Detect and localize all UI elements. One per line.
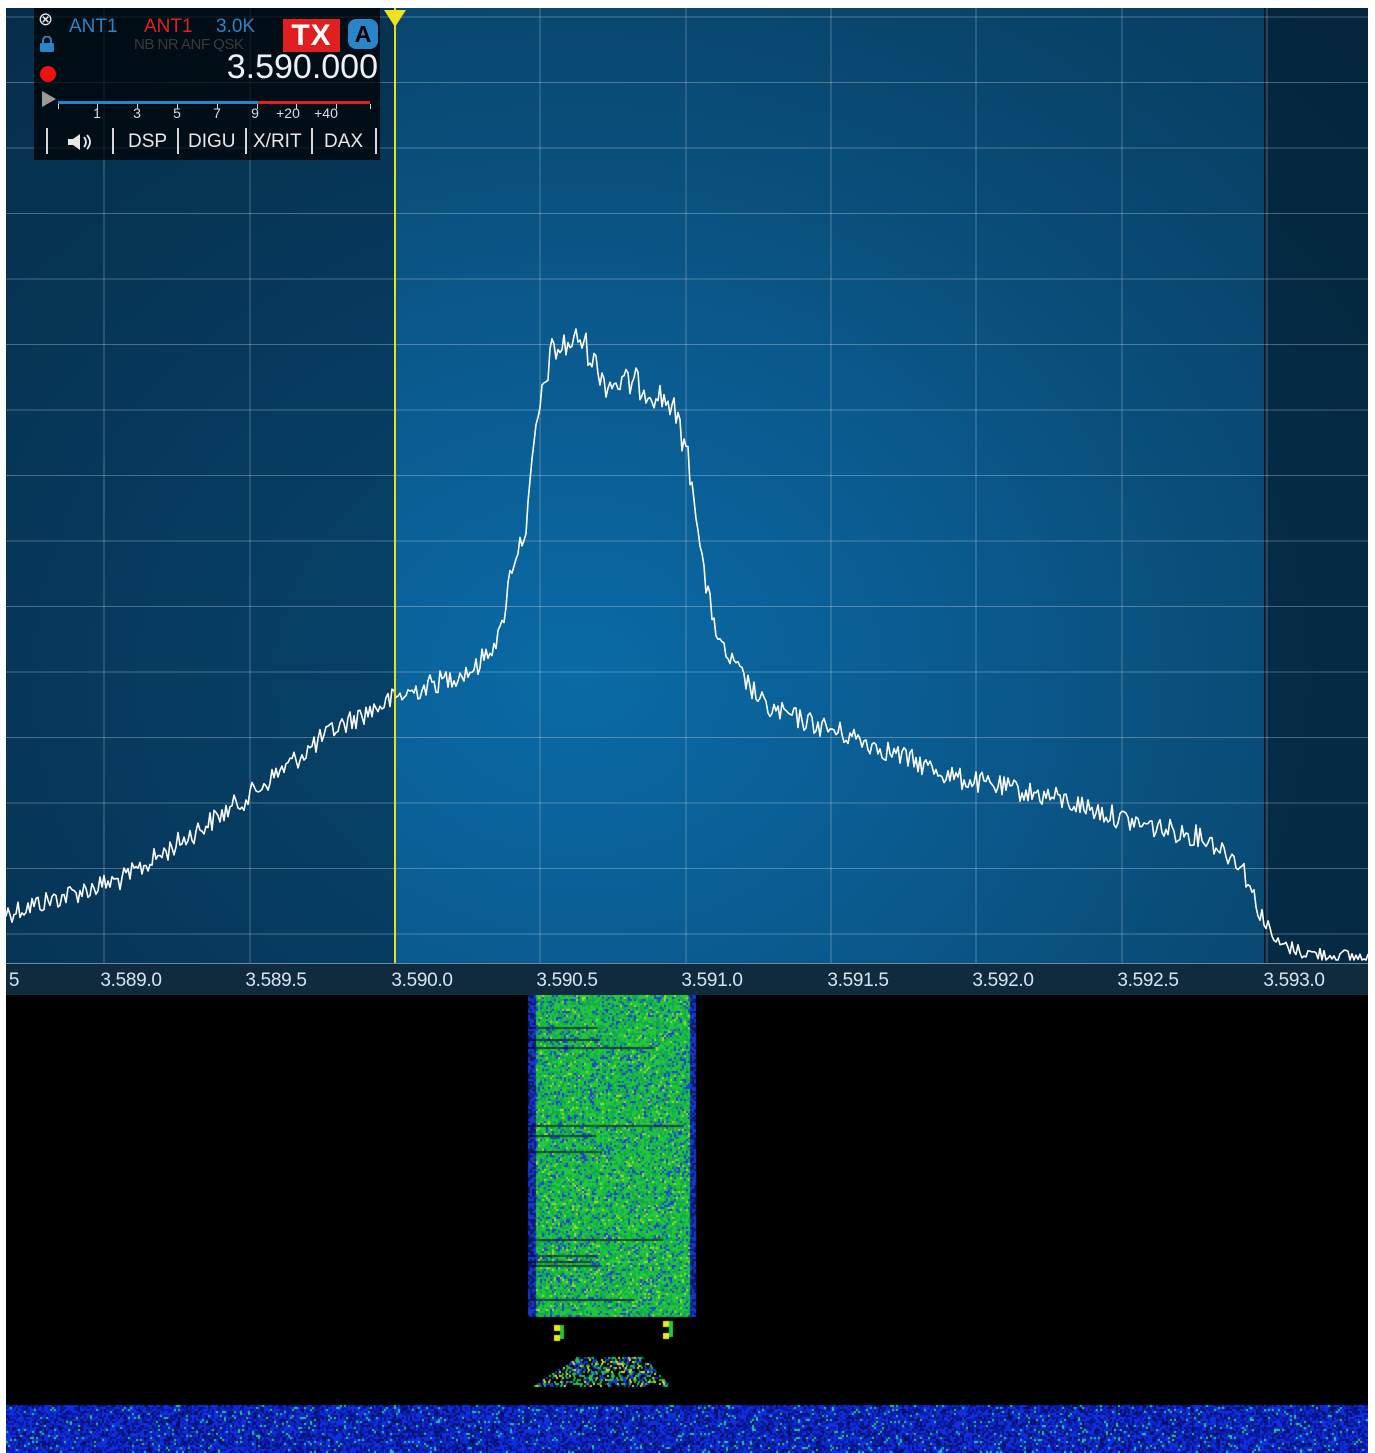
spectrum-trace [6,328,1368,961]
tuning-line[interactable] [394,8,396,963]
scale-label: 3.591.5 [827,970,889,991]
waterfall-canvas [6,995,1368,1453]
slice-flag: ⊗ ANT1 ANT1 3.0K NB NR ANF QSK TX A 3.59… [34,8,380,160]
scale-label: 3.592.5 [1117,970,1179,991]
panadapter-shade-right [1264,8,1368,963]
record-icon[interactable] [40,66,56,82]
s-meter-scale-over [258,101,370,104]
s-meter-label: 7 [213,105,221,121]
play-icon[interactable] [42,91,56,107]
scale-label: 3.593.0 [1263,970,1325,991]
scale-label: 3.589.5 [245,970,307,991]
panadapter[interactable]: ⊗ ANT1 ANT1 3.0K NB NR ANF QSK TX A 3.59… [6,8,1368,963]
tuning-marker-icon[interactable] [384,10,406,27]
close-icon[interactable]: ⊗ [38,9,54,29]
s-meter-scale-s [58,101,258,104]
waterfall[interactable] [6,995,1368,1453]
s-meter-label: 9 [251,105,259,121]
dsp-button[interactable]: DSP [128,131,168,152]
scale-label: 5 [8,970,20,991]
tx-button[interactable]: TX [283,19,340,52]
slice-button-row: DSP DIGU X/RIT DAX [46,126,378,156]
scale-label: 3.590.0 [391,970,453,991]
panadapter-shade-left [6,8,395,963]
tx-antenna[interactable]: ANT1 [144,16,193,37]
s-meter-label: 5 [173,105,181,121]
slice-letter-badge[interactable]: A [348,19,378,49]
s-meter-label: +40 [314,105,338,121]
scale-label: 3.590.5 [536,970,598,991]
dsp-flags: NB NR ANF QSK [134,36,244,53]
lock-icon[interactable] [40,36,54,52]
frequency-scale[interactable]: 5 3.589.0 3.589.5 3.590.0 3.590.5 3.591.… [6,963,1368,996]
scale-label: 3.591.0 [681,970,743,991]
xrit-button[interactable]: X/RIT [253,131,302,152]
s-meter-label: +20 [276,105,300,121]
speaker-icon[interactable] [66,132,96,152]
mode-button[interactable]: DIGU [188,131,236,152]
scale-label: 3.589.0 [100,970,162,991]
s-meter: 1 3 5 7 9 +20 +40 [56,96,372,126]
slice-frequency[interactable]: 3.590.000 [226,48,378,86]
s-meter-label: 1 [93,105,101,121]
radio-app: ⊗ ANT1 ANT1 3.0K NB NR ANF QSK TX A 3.59… [6,8,1368,1453]
filter-width[interactable]: 3.0K [216,16,256,37]
dax-button[interactable]: DAX [324,131,364,152]
scale-label: 3.592.0 [972,970,1034,991]
s-meter-label: 3 [133,105,141,121]
spectrum-line [6,328,1368,961]
rx-antenna[interactable]: ANT1 [69,16,118,37]
